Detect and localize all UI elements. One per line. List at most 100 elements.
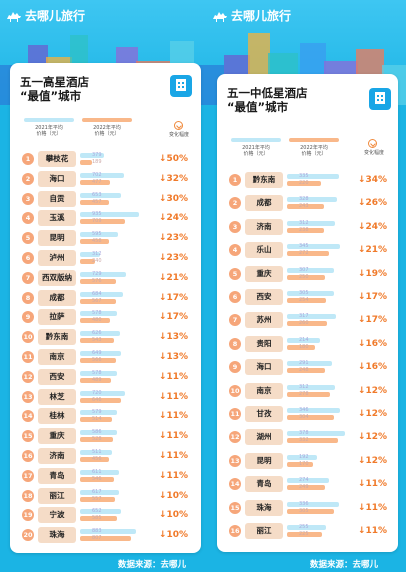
city-name: 珠海 <box>38 527 76 544</box>
legend-2021-bar <box>231 138 281 142</box>
price-2021-bar <box>80 291 124 297</box>
price-2021-value: 617 <box>92 488 102 495</box>
price-2022-value: 220 <box>299 180 309 186</box>
price-2022-value: 477 <box>92 178 102 185</box>
rank-badge: 9 <box>229 361 241 374</box>
city-name: 南京 <box>245 382 283 399</box>
legend-2022-bar <box>289 138 339 142</box>
price-2021-bar <box>287 220 335 226</box>
price-2021-bar <box>80 370 117 376</box>
price-2022-value: 189 <box>92 159 102 165</box>
price-2022-bar <box>80 536 131 542</box>
rank-badge: 11 <box>229 408 241 420</box>
price-2022-bar <box>80 516 117 522</box>
rank-badge: 20 <box>22 529 34 542</box>
price-2021-bar <box>287 337 320 343</box>
price-2022-bar <box>80 259 96 264</box>
city-row: 8 成都 684 567 ↓17% <box>22 289 188 306</box>
city-name: 桂林 <box>38 408 76 425</box>
price-2021-value: 274 <box>299 477 309 484</box>
city-row: 11 甘孜 346 304 ↓12% <box>229 406 387 422</box>
price-2022-bar <box>80 199 109 205</box>
change-value: ↓12% <box>357 409 387 419</box>
city-name: 贵阳 <box>245 335 283 352</box>
city-row: 12 湖州 378 332 ↓12% <box>229 429 387 446</box>
price-2022-value: 250 <box>299 273 309 280</box>
price-2021-value: 214 <box>299 336 309 343</box>
price-2021-value: 346 <box>299 407 309 413</box>
city-name: 济南 <box>245 218 283 235</box>
mid-low-star-hotel-card: 五一中低星酒店 “最值”城市 2021年平均 价格（元） 2022年平均 价格（… <box>217 74 398 552</box>
change-value: ↓10% <box>158 510 188 521</box>
header-2022-price: 2022年平均 价格（元） <box>300 145 328 157</box>
rank-badge: 1 <box>22 153 34 165</box>
price-2021-bar <box>287 431 346 437</box>
price-2022-bar <box>287 321 327 327</box>
city-name: 重庆 <box>245 265 283 282</box>
price-2021-value: 336 <box>299 500 309 507</box>
rank-badge: 8 <box>229 337 241 350</box>
city-row: 5 重庆 307 250 ↓19% <box>229 265 387 282</box>
city-name: 昆明 <box>38 230 76 247</box>
change-value: ↓11% <box>158 411 188 422</box>
price-2022-value: 225 <box>299 531 309 537</box>
rank-badge: 1 <box>229 174 241 186</box>
price-2022-value: 249 <box>299 484 309 491</box>
city-name: 重庆 <box>38 428 76 445</box>
rank-badge: 18 <box>22 489 34 502</box>
price-2021-bar <box>80 232 118 238</box>
rank-badge: 13 <box>22 390 34 403</box>
rank-badge: 17 <box>22 469 34 482</box>
price-2022-value: 240 <box>92 258 102 264</box>
price-2021-value: 653 <box>92 191 102 198</box>
price-2021-value: 305 <box>299 290 309 296</box>
city-name: 黔东南 <box>38 329 76 346</box>
price-2022-value: 456 <box>92 456 102 462</box>
brand-logo: 去哪儿旅行 <box>212 7 291 24</box>
city-row: 4 玉溪 935 709 ↓24% <box>22 210 188 227</box>
price-2021-value: 511 <box>92 449 102 455</box>
price-2022-value: 254 <box>299 297 309 303</box>
rank-badge: 15 <box>229 501 241 514</box>
change-icon <box>174 121 183 130</box>
price-2022-value: 646 <box>92 396 102 403</box>
header-2021-price: 2021年平均 价格（元） <box>35 125 63 137</box>
change-value: ↓11% <box>158 451 188 461</box>
change-value: ↓11% <box>357 526 387 536</box>
change-value: ↓11% <box>158 391 188 402</box>
price-2021-bar <box>80 311 117 317</box>
change-value: ↓17% <box>357 315 387 326</box>
city-row: 13 林芝 720 646 ↓11% <box>22 388 188 405</box>
city-row: 14 桂林 579 514 ↓11% <box>22 408 188 425</box>
rank-badge: 16 <box>22 450 34 462</box>
city-row: 9 海口 291 248 ↓16% <box>229 359 387 376</box>
city-row: 10 南京 312 278 ↓12% <box>229 382 387 399</box>
price-2022-bar <box>287 368 326 374</box>
price-2022-bar <box>80 160 92 165</box>
change-value: ↓10% <box>158 530 188 541</box>
rank-badge: 3 <box>22 192 34 205</box>
price-2022-value: 514 <box>92 416 102 423</box>
price-2021-bar <box>80 252 100 257</box>
price-2021-value: 291 <box>299 360 309 367</box>
price-2022-bar <box>287 391 330 397</box>
price-2021-value: 312 <box>299 383 309 390</box>
city-row: 6 西安 305 254 ↓17% <box>229 289 387 305</box>
change-value: ↓17% <box>158 312 188 323</box>
price-2021-bar <box>80 430 117 436</box>
change-value: ↓21% <box>357 245 387 256</box>
change-value: ↓11% <box>158 470 188 481</box>
rank-badge: 19 <box>22 509 34 522</box>
price-2021-value: 720 <box>92 389 102 396</box>
price-2022-value: 709 <box>92 218 102 225</box>
data-source: 数据来源：去哪儿 <box>118 560 187 570</box>
rank-badge: 5 <box>22 232 34 245</box>
price-2021-bar <box>287 197 338 203</box>
price-2022-bar <box>80 239 109 245</box>
city-name: 南京 <box>38 349 76 365</box>
price-2021-value: 255 <box>299 524 309 530</box>
rank-badge: 10 <box>22 331 34 344</box>
city-name: 苏州 <box>245 312 283 329</box>
price-2022-value: 248 <box>299 367 309 374</box>
city-name: 玉溪 <box>38 210 76 227</box>
